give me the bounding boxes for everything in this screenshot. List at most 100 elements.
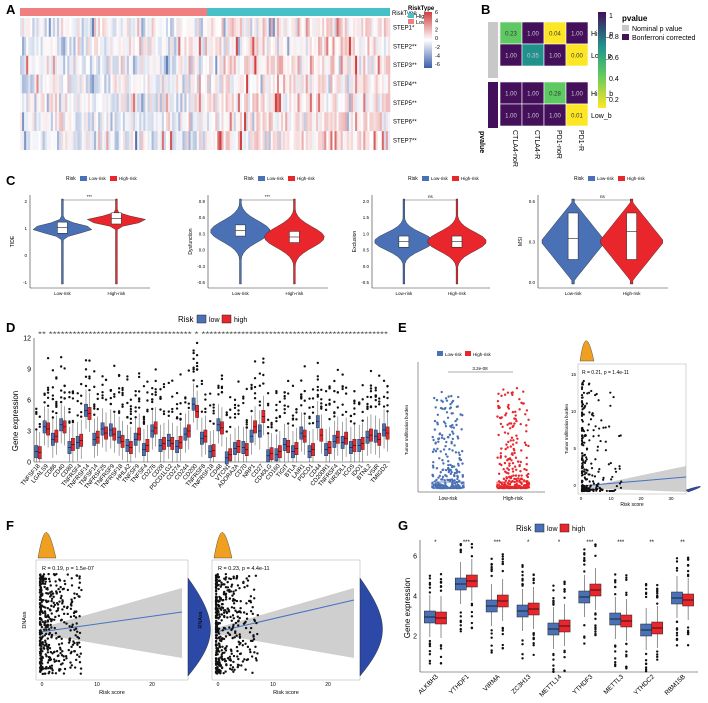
outlier-point [644,584,648,587]
heatmap-cell [81,55,85,75]
scatter-point [77,586,81,589]
significance-label: *** [463,540,471,546]
heatmap-cell [307,74,311,94]
heatmap-cell [170,36,173,56]
scatter-point [61,650,64,653]
jitter-point [514,474,518,477]
outlier-point [101,391,104,394]
heatmap-cell [336,74,339,94]
legend-label-high: high [572,526,585,533]
heatmap-cell [305,18,309,37]
heatmap-cell [180,36,183,56]
scatter-point [229,664,232,667]
heatmap-cell [293,18,296,37]
heatmap-cell [305,36,309,56]
legend-key-high [452,176,459,181]
jitter-point [450,465,454,469]
scatter-point [224,595,228,599]
scatter-point [588,473,591,476]
scatter-point [604,449,607,452]
heatmap-cell [295,55,298,75]
outlier-point [532,653,535,657]
significance-label: *** [494,540,502,546]
heatmap-cell [346,93,350,113]
heatmap-cell [272,112,276,132]
heatmap-cell [176,74,179,94]
jitter-point [454,451,458,454]
scatter-point [604,426,607,429]
outlier-point [93,370,96,373]
scatter-point [215,651,218,654]
scatter-point [580,479,584,482]
outlier-point [459,615,462,618]
scatter-point [223,590,226,594]
scatter-point [598,489,602,493]
outlier-point [104,398,108,401]
heatmap-cell [318,131,321,150]
y-tick-label: 0.5 [363,248,370,253]
heatmap-cell [342,55,346,75]
jitter-point [514,414,517,417]
heatmap-cell [81,74,85,94]
scatter-point [230,585,233,588]
jitter-point [514,477,518,481]
scatter-point [224,578,227,581]
heatmap-cell [106,55,109,75]
heatmap-cell [217,55,220,75]
scale-tick-label: 0.4 [609,76,619,83]
heatmap-cell [116,74,119,94]
heatmap-cell [42,55,45,75]
heatmap-cell [63,93,66,113]
outlier-point [686,558,690,561]
heatmap-cell [165,55,169,75]
heatmap-cell [30,131,33,150]
heatmap-cell [279,112,282,132]
heatmap-cell [159,18,163,37]
heatmap-cell [26,93,29,113]
heatmap-cell [219,74,222,94]
outlier-point [594,624,597,627]
outlier-point [470,542,474,546]
outlier-point [459,630,462,633]
heatmap-cell [73,131,76,150]
outlier-point [563,590,566,593]
outlier-point [552,667,555,671]
jitter-point [519,460,522,464]
scatter-point [46,661,50,664]
heatmap-cell [235,74,239,94]
scatter-point [231,625,235,628]
heatmap-cell [46,55,50,75]
heatmap-cell [118,36,122,56]
heatmap-cell [285,55,288,75]
outlier-point [175,391,179,395]
heatmap-cell [87,55,91,75]
heatmap-cell [106,131,109,150]
heatmap-cell [328,93,331,113]
jitter-point [435,467,439,470]
heatmap-cell [258,18,261,37]
pvalue-scale-bar [598,12,606,108]
heatmap-cell [163,18,167,37]
heatmap-cell [174,112,177,132]
heatmap-cell [242,74,245,94]
heatmap-cell [194,74,198,94]
heatmap-cell [20,131,23,150]
heatmap-cell [369,131,372,150]
outlier-point [187,406,191,410]
scatter-point [69,652,73,655]
heatmap-cell [303,131,307,150]
scatter-point [41,581,45,584]
heatmap-cell [48,112,52,132]
heatmap-cell [26,74,29,94]
x-tick-label: METTL14 [538,673,563,698]
outlier-point [121,386,124,390]
heatmap-cell [186,131,189,150]
heatmap-cell [145,55,148,75]
heatmap-cell [186,93,189,113]
scatter-point [584,459,587,463]
heatmap-cell [57,36,60,56]
heatmap-cell [385,93,389,113]
jitter-point [523,441,527,444]
pvalue-band-nominal [488,22,498,78]
scatter-point [66,588,70,592]
